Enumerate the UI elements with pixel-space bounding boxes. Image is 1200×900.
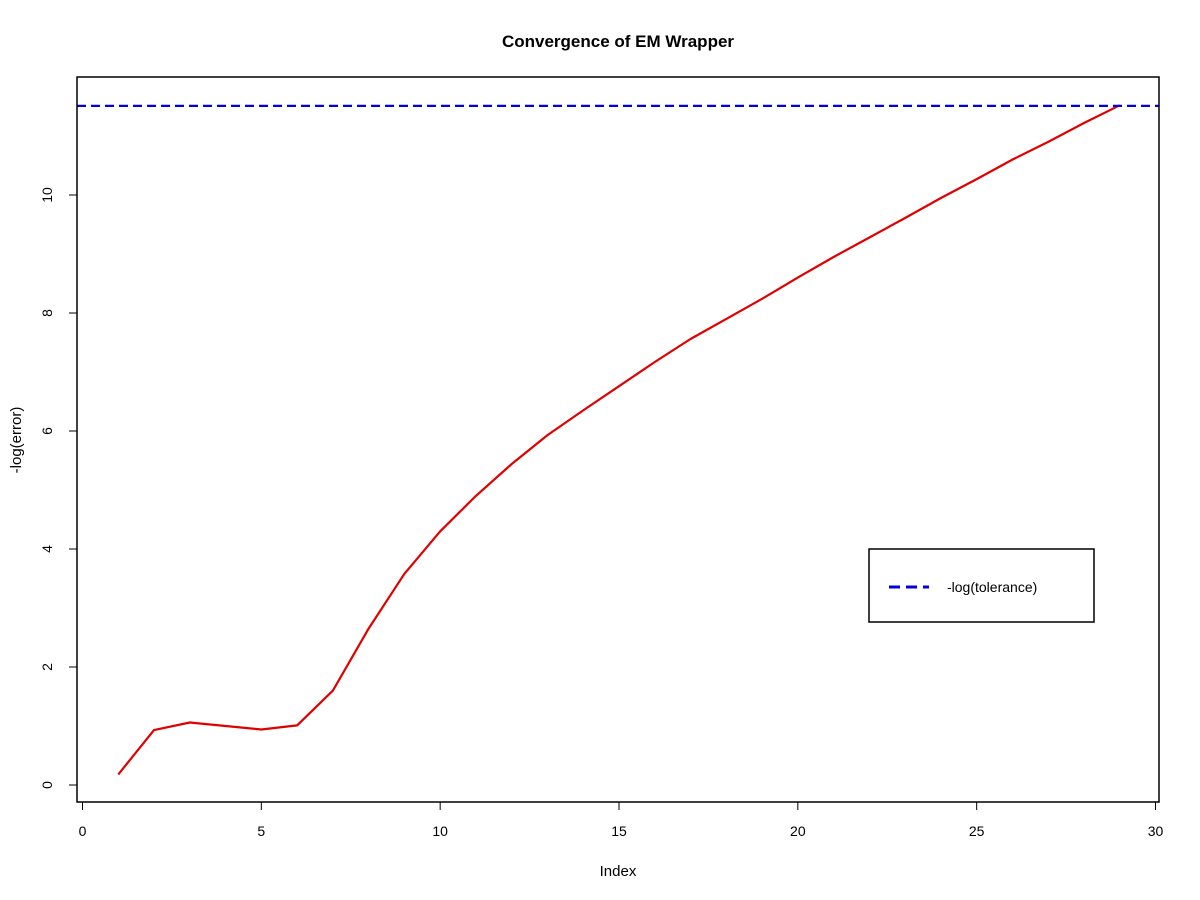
series-group <box>77 104 1159 776</box>
x-tick-label-2: 10 <box>432 823 448 839</box>
x-axis-label: Index <box>600 863 637 880</box>
x-tick-label-3: 15 <box>611 823 627 839</box>
tick-group: 0 5 10 15 20 25 30 0 2 4 6 8 10 <box>39 187 1163 839</box>
y-axis-label: -log(error) <box>8 407 25 474</box>
x-tick-label-6: 30 <box>1148 823 1164 839</box>
plot-frame <box>76 76 1160 803</box>
y-tick-label-3: 6 <box>39 427 55 435</box>
x-tick-label-1: 5 <box>257 823 265 839</box>
series-line-error <box>117 104 1121 776</box>
y-tick-label-4: 8 <box>39 309 55 317</box>
y-tick-label-1: 2 <box>39 663 55 671</box>
y-tick-label-5: 10 <box>39 187 55 203</box>
y-tick-label-2: 4 <box>39 545 55 553</box>
legend-label-tolerance: -log(tolerance) <box>947 579 1037 595</box>
x-tick-label-0: 0 <box>79 823 87 839</box>
legend: -log(tolerance) <box>868 548 1095 623</box>
chart-title: Convergence of EM Wrapper <box>502 32 734 51</box>
x-tick-label-5: 25 <box>969 823 985 839</box>
x-tick-label-4: 20 <box>790 823 806 839</box>
y-tick-label-0: 0 <box>39 781 55 789</box>
